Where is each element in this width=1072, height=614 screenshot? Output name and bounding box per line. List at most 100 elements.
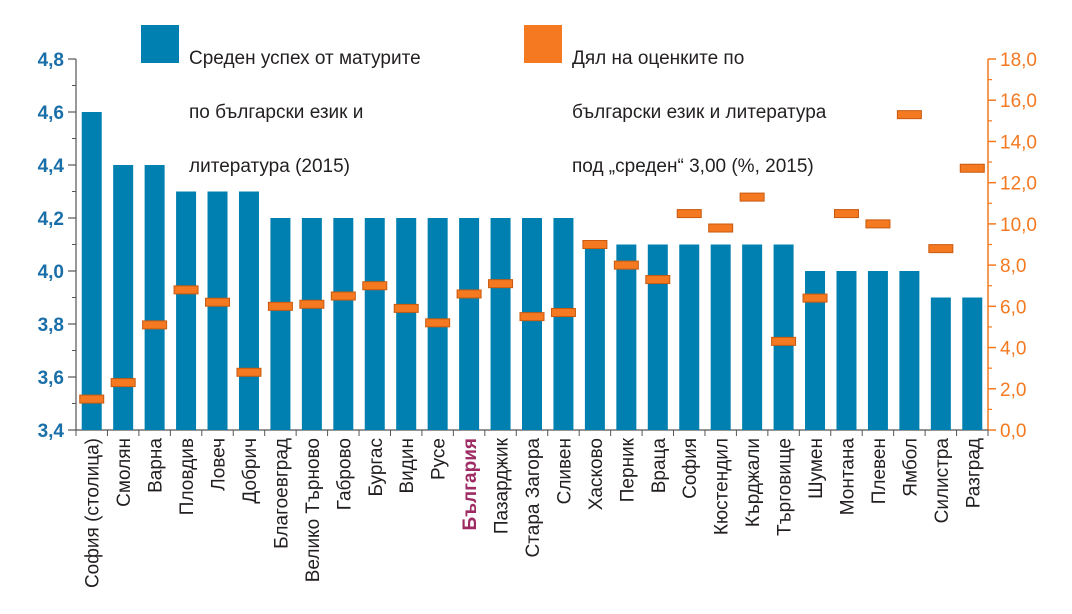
category-label: София (столица) bbox=[83, 438, 104, 588]
legend-bar-line-1: Среден успех от матурите bbox=[189, 48, 421, 69]
right-tick-label: 6,0 bbox=[1000, 297, 1026, 318]
marker bbox=[173, 285, 199, 295]
category-label: Плевен bbox=[869, 438, 890, 504]
left-tick-label: 4,4 bbox=[38, 156, 65, 177]
category-label: Варна bbox=[146, 438, 167, 493]
category-label: Монтана bbox=[837, 438, 858, 516]
right-tick-label: 8,0 bbox=[1000, 256, 1026, 277]
marker bbox=[110, 378, 136, 388]
category-label: Русе bbox=[429, 438, 450, 480]
marker bbox=[299, 299, 325, 309]
bar bbox=[867, 271, 888, 430]
marker bbox=[613, 260, 639, 270]
bar bbox=[710, 244, 731, 430]
bar bbox=[144, 165, 165, 430]
category-label: Бургас bbox=[366, 438, 387, 496]
marker bbox=[362, 281, 388, 291]
bar bbox=[584, 244, 605, 430]
bar bbox=[270, 218, 291, 430]
legend-label-marker: Дял на оценките по български език и лите… bbox=[572, 18, 826, 207]
marker bbox=[676, 209, 702, 219]
bar bbox=[396, 218, 417, 430]
marker bbox=[456, 289, 482, 299]
left-tick-label: 3,8 bbox=[38, 315, 64, 336]
bar bbox=[962, 297, 983, 430]
category-label: Смолян bbox=[114, 438, 135, 507]
marker bbox=[79, 394, 105, 404]
bar bbox=[522, 218, 542, 430]
marker bbox=[393, 303, 419, 313]
bar bbox=[836, 271, 857, 430]
category-label: София bbox=[680, 438, 701, 499]
marker bbox=[959, 163, 985, 173]
category-label: Сливен bbox=[554, 438, 575, 504]
category-label: Разград bbox=[963, 438, 984, 508]
right-tick-label: 18,0 bbox=[1000, 50, 1037, 71]
marker bbox=[519, 312, 545, 322]
category-label: Кърджали bbox=[743, 438, 764, 527]
right-tick-label: 2,0 bbox=[1000, 380, 1026, 401]
bar bbox=[238, 191, 259, 430]
legend-bar-line-3: литература (2015) bbox=[189, 156, 351, 177]
legend-marker-line-3: под „среден“ 3,00 (%, 2015) bbox=[572, 156, 814, 177]
bar bbox=[930, 297, 951, 430]
category-label: Габрово bbox=[334, 438, 355, 510]
left-tick-label: 4,2 bbox=[38, 209, 64, 230]
marker bbox=[645, 275, 671, 285]
bar bbox=[364, 218, 385, 430]
legend-marker-line-1: Дял на оценките по bbox=[572, 48, 745, 69]
category-label: Пазарджик bbox=[492, 437, 513, 534]
legend-marker-line-2: български език и литература bbox=[572, 102, 827, 123]
marker bbox=[708, 223, 734, 233]
marker bbox=[896, 110, 922, 120]
category-label: Благоевград bbox=[271, 438, 292, 549]
category-label: Велико Търново bbox=[303, 438, 324, 582]
marker bbox=[802, 293, 828, 303]
marker bbox=[739, 192, 765, 202]
bar bbox=[679, 244, 700, 430]
marker bbox=[833, 209, 859, 219]
bar bbox=[333, 218, 354, 430]
category-label: Шумен bbox=[806, 438, 827, 499]
bar bbox=[553, 218, 574, 430]
category-label: Стара Загора bbox=[523, 438, 544, 558]
bar bbox=[459, 218, 480, 430]
category-label: Ловеч bbox=[209, 438, 230, 491]
marker bbox=[205, 297, 231, 307]
bar bbox=[490, 218, 511, 430]
right-tick-label: 16,0 bbox=[1000, 91, 1037, 112]
bar bbox=[113, 165, 134, 430]
marker bbox=[928, 244, 954, 254]
right-tick-label: 14,0 bbox=[1000, 132, 1037, 153]
bar bbox=[207, 191, 228, 430]
category-label: Ямбол bbox=[900, 438, 921, 497]
legend-bar-line-2: по български език и bbox=[189, 102, 364, 123]
right-tick-label: 0,0 bbox=[1000, 421, 1026, 442]
category-label: Пловдив bbox=[177, 438, 198, 515]
marker bbox=[550, 308, 576, 318]
bar bbox=[301, 218, 322, 430]
category-label: Видин bbox=[397, 438, 418, 493]
left-tick-label: 3,4 bbox=[38, 421, 65, 442]
marker bbox=[865, 219, 891, 229]
bar bbox=[647, 244, 668, 430]
left-tick-label: 4,6 bbox=[38, 103, 64, 124]
right-tick-label: 4,0 bbox=[1000, 339, 1026, 360]
category-label: Перник bbox=[617, 437, 638, 502]
marker bbox=[236, 367, 262, 377]
left-tick-label: 4,0 bbox=[38, 262, 64, 283]
category-label: Кюстендил bbox=[712, 438, 733, 535]
marker bbox=[142, 320, 168, 330]
bar bbox=[176, 191, 197, 430]
bar bbox=[805, 271, 826, 430]
marker bbox=[488, 279, 514, 289]
marker bbox=[582, 240, 608, 249]
legend-label-bar: Среден успех от матурите по български ез… bbox=[189, 18, 421, 207]
bar bbox=[81, 112, 102, 430]
marker bbox=[771, 336, 797, 346]
legend-swatch-bar bbox=[141, 25, 179, 63]
marker bbox=[267, 301, 293, 311]
category-label: Добрич bbox=[240, 438, 261, 504]
legend-swatch-marker bbox=[524, 25, 562, 63]
